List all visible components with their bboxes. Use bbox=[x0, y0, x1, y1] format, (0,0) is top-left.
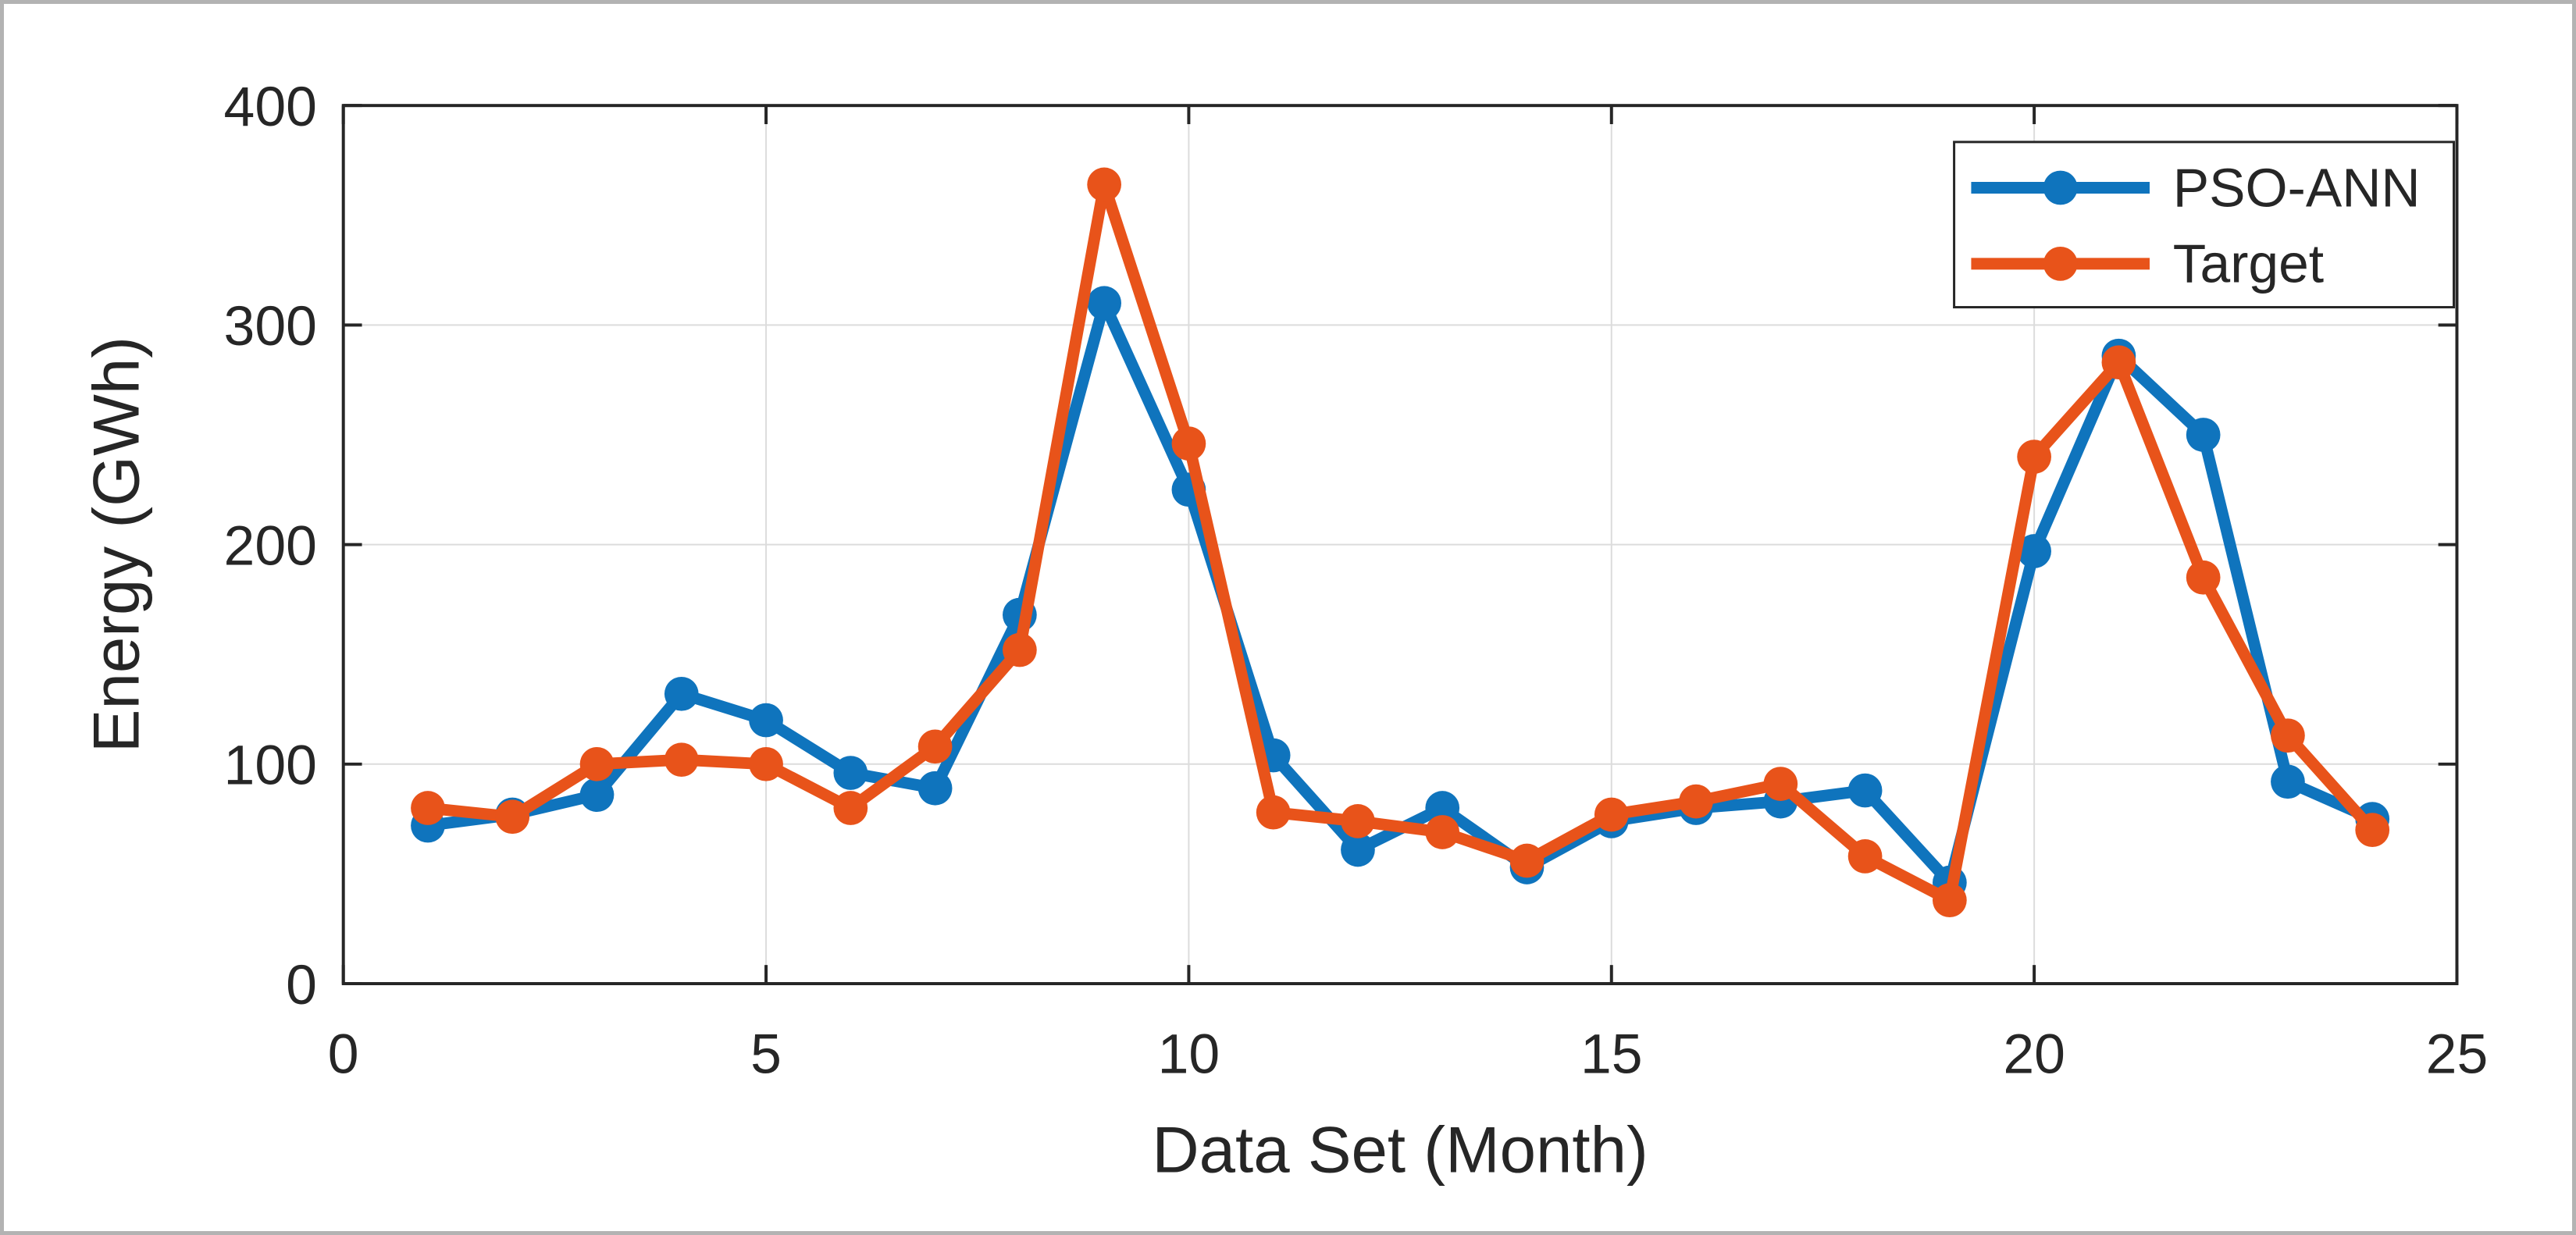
data-point-marker bbox=[1425, 791, 1460, 825]
data-point-marker bbox=[579, 778, 615, 813]
data-point-marker bbox=[917, 771, 953, 806]
data-point-marker bbox=[2355, 813, 2390, 848]
y-tick-label: 400 bbox=[224, 76, 317, 138]
y-axis-label: Energy (GWh) bbox=[79, 336, 152, 753]
data-point-marker bbox=[749, 746, 783, 781]
x-tick-label: 25 bbox=[2426, 1023, 2489, 1085]
data-point-marker bbox=[749, 703, 783, 738]
data-point-marker bbox=[1341, 832, 1375, 867]
y-tick-label: 300 bbox=[224, 295, 317, 358]
data-point-marker bbox=[1847, 773, 1883, 808]
data-point-marker bbox=[2271, 764, 2305, 799]
data-point-marker bbox=[1256, 795, 1291, 830]
data-point-marker bbox=[1679, 784, 1713, 819]
legend: PSO-ANN Target bbox=[1953, 141, 2455, 309]
y-tick-label: 200 bbox=[224, 514, 317, 577]
data-point-marker bbox=[1171, 426, 1206, 461]
data-point-marker bbox=[2101, 345, 2136, 380]
data-point-marker bbox=[495, 799, 530, 835]
legend-entry: PSO-ANN bbox=[1971, 157, 2421, 218]
data-point-marker bbox=[1763, 767, 1798, 801]
data-point-marker bbox=[1087, 167, 1121, 202]
legend-label: Target bbox=[2173, 233, 2324, 294]
data-point-marker bbox=[2186, 560, 2221, 595]
x-tick-label: 20 bbox=[2003, 1023, 2065, 1085]
y-tick-label: 100 bbox=[224, 735, 317, 797]
data-point-marker bbox=[1425, 815, 1460, 849]
legend-label: PSO-ANN bbox=[2173, 157, 2421, 218]
data-point-marker bbox=[1087, 286, 1121, 321]
data-point-marker bbox=[1847, 839, 1883, 874]
data-point-marker bbox=[833, 791, 868, 825]
data-point-marker bbox=[2017, 534, 2051, 568]
data-point-marker bbox=[579, 746, 615, 781]
data-point-marker bbox=[833, 756, 868, 790]
data-point-marker bbox=[664, 742, 699, 778]
data-point-marker bbox=[2017, 440, 2051, 474]
legend-entry: Target bbox=[1971, 233, 2324, 294]
legend-marker bbox=[2043, 247, 2078, 281]
data-point-marker bbox=[1003, 632, 1037, 667]
legend-marker bbox=[2043, 170, 2078, 205]
data-point-marker bbox=[411, 791, 445, 825]
data-point-marker bbox=[1341, 804, 1375, 838]
x-tick-label: 10 bbox=[1158, 1023, 1220, 1085]
data-point-marker bbox=[2186, 418, 2221, 452]
x-tick-label: 5 bbox=[750, 1023, 782, 1085]
data-point-marker bbox=[1932, 883, 1967, 918]
y-tick-label: 0 bbox=[286, 954, 317, 1016]
x-tick-label: 0 bbox=[328, 1023, 359, 1085]
data-point-marker bbox=[1509, 843, 1545, 878]
energy-line-chart: 0 5 10 15 20 25 0 100 200 300 400 Data Set (Month) E… bbox=[79, 76, 2489, 1186]
data-point-marker bbox=[917, 729, 953, 764]
x-axis-label: Data Set (Month) bbox=[1152, 1112, 1648, 1186]
legend-box bbox=[1953, 141, 2455, 309]
data-point-marker bbox=[2271, 718, 2305, 753]
data-point-marker bbox=[664, 676, 699, 711]
series-target bbox=[411, 167, 2390, 918]
tick-labels: 0 5 10 15 20 25 0 100 200 300 400 bbox=[224, 76, 2489, 1085]
x-tick-label: 15 bbox=[1580, 1023, 1643, 1085]
axis-ticks bbox=[341, 104, 2459, 986]
data-point-marker bbox=[1594, 797, 1629, 832]
